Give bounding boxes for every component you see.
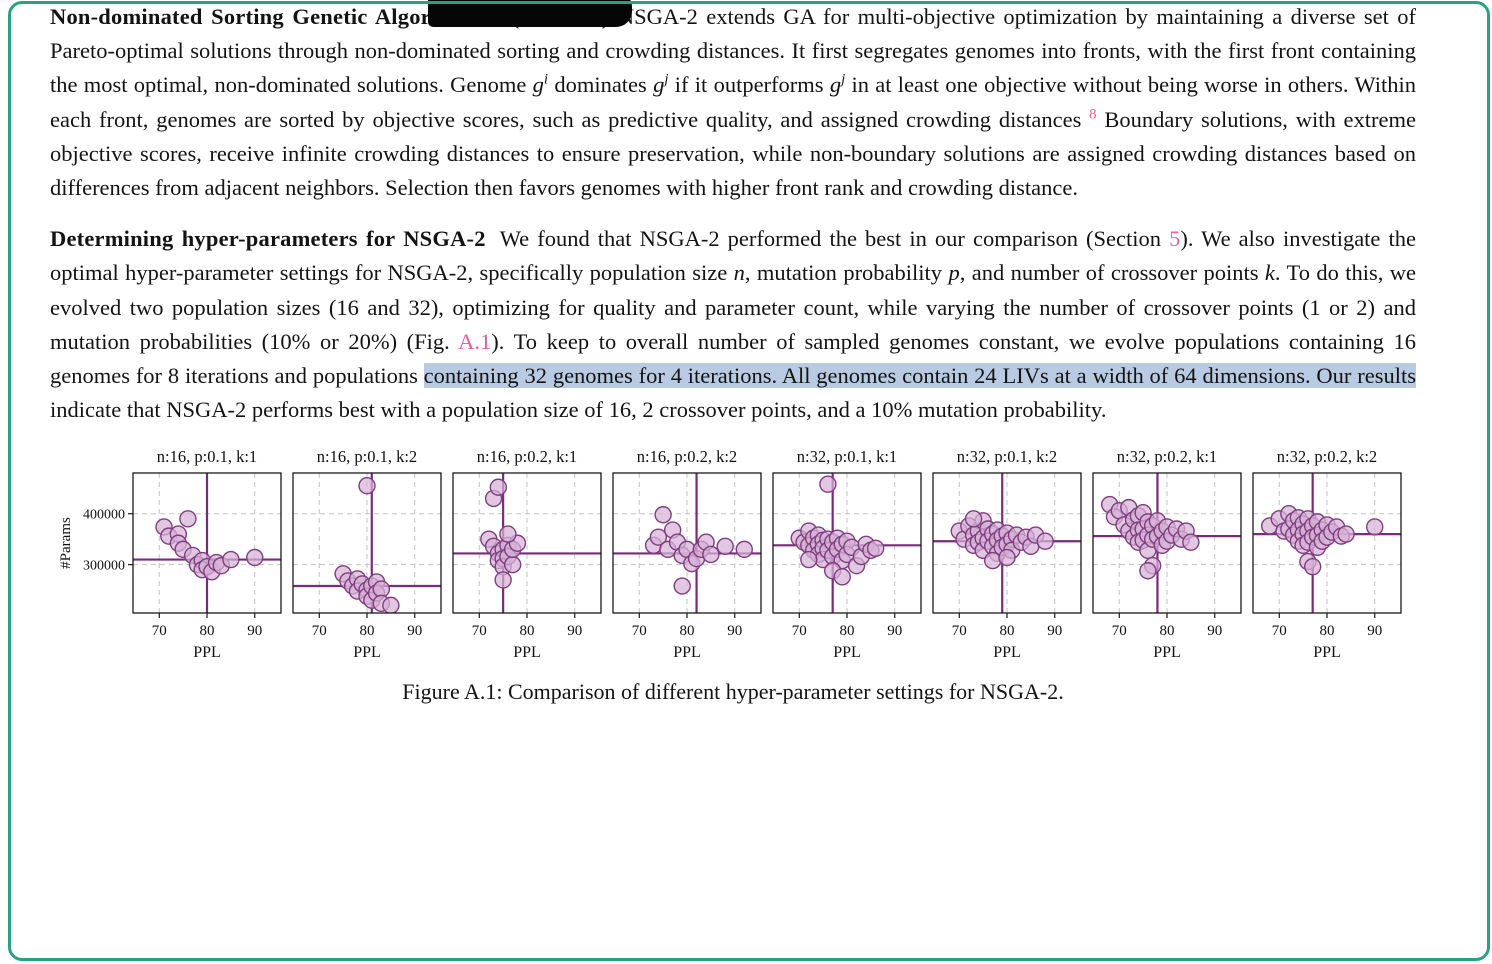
svg-text:70: 70 — [792, 623, 807, 639]
body-text: dominates — [548, 72, 654, 98]
svg-text:70: 70 — [472, 623, 487, 639]
run-in-heading-hyperparameters: Determining hyper-parameters for NSGA-2 — [50, 226, 486, 252]
svg-text:80: 80 — [1320, 623, 1335, 639]
svg-text:n:32, p:0.2, k:2: n:32, p:0.2, k:2 — [1277, 447, 1377, 466]
paragraph-nsga2-description: Non-dominated Sorting Genetic Algorithm … — [50, 0, 1416, 205]
svg-text:PPL: PPL — [993, 644, 1021, 661]
body-text: Boundary solutions, with extreme objecti… — [50, 106, 1416, 201]
svg-text:70: 70 — [152, 623, 167, 639]
body-text: , mutation probability — [744, 260, 949, 286]
page-content: Non-dominated Sorting Genetic Algorithm … — [50, 0, 1416, 705]
svg-text:PPL: PPL — [673, 644, 701, 661]
paragraph-hyperparameters: Determining hyper-parameters for NSGA-2 W… — [50, 222, 1416, 427]
scatter-subplot-4: 70 80 90 n:16, p:0.2, k:2 PPL — [612, 447, 762, 661]
svg-text:n:32, p:0.1, k:1: n:32, p:0.1, k:1 — [797, 447, 897, 466]
math-var-k: k — [1264, 260, 1275, 286]
body-text: , and number of crossover points — [959, 260, 1265, 286]
scatter-subplot-8: 70 80 90 n:32, p:0.2, k:2 PPL — [1252, 447, 1402, 661]
scatter-grid: 70 80 90 300000 400000 n:16, p:0.1, k:1 PPL #Pa… — [50, 447, 1416, 661]
math-var-n: n — [733, 260, 745, 286]
figure-caption: Figure A.1: Comparison of different hype… — [402, 679, 1064, 705]
svg-text:70: 70 — [312, 623, 327, 639]
svg-text:n:16, p:0.1, k:2: n:16, p:0.1, k:2 — [317, 447, 417, 466]
body-text: . To do this, we evolved two population … — [50, 260, 1416, 354]
svg-text:90: 90 — [887, 623, 902, 639]
math-superscript-j: j — [841, 71, 846, 88]
svg-text:70: 70 — [1112, 623, 1127, 639]
svg-text:90: 90 — [247, 623, 262, 639]
svg-text:80: 80 — [680, 623, 695, 639]
svg-text:PPL: PPL — [1153, 644, 1181, 661]
math-superscript-j: j — [664, 71, 669, 88]
body-text: ). We also investigate the optimal hyper… — [50, 226, 1416, 286]
svg-text:PPL: PPL — [833, 644, 861, 661]
svg-text:70: 70 — [632, 623, 647, 639]
redaction-bar: ithm II (NSGA-2) — [431, 4, 610, 29]
math-var-g: g — [653, 72, 665, 98]
svg-text:90: 90 — [407, 623, 422, 639]
section-ref-5[interactable]: 5 — [1169, 226, 1181, 252]
svg-text:80: 80 — [1160, 623, 1175, 639]
body-text: NSGA-2 extends GA for multi-objective op… — [50, 4, 1417, 98]
figure-a1: 70 80 90 300000 400000 n:16, p:0.1, k:1 PPL #Pa… — [50, 447, 1416, 705]
scatter-subplot-1: 70 80 90 300000 400000 n:16, p:0.1, k:1 PPL #Pa… — [59, 447, 282, 661]
scatter-subplot-2: 70 80 90 n:16, p:0.1, k:2 PPL — [292, 447, 442, 661]
heading-visible-text: Non-dominated Sorting Genetic Algor — [50, 4, 431, 29]
svg-text:90: 90 — [1207, 623, 1222, 639]
run-in-heading-nsga2: Non-dominated Sorting Genetic Algorithm … — [50, 4, 610, 29]
svg-text:80: 80 — [1000, 623, 1015, 639]
svg-text:80: 80 — [840, 623, 855, 639]
svg-text:90: 90 — [727, 623, 742, 639]
svg-text:90: 90 — [1047, 623, 1062, 639]
body-text: ). To keep to overall number of sampled … — [50, 328, 1416, 389]
svg-text:70: 70 — [1272, 623, 1287, 639]
math-superscript-i: i — [543, 71, 549, 88]
svg-text:#Params: #Params — [59, 517, 74, 569]
svg-text:70: 70 — [952, 623, 967, 639]
selection-highlight: containing 32 genomes for 4 iterations. … — [423, 363, 1416, 389]
svg-text:n:16, p:0.2, k:1: n:16, p:0.2, k:1 — [477, 447, 577, 466]
svg-text:90: 90 — [1367, 623, 1382, 639]
scatter-subplot-6: 70 80 90 n:32, p:0.1, k:2 PPL — [932, 447, 1082, 661]
scatter-subplot-5: 70 80 90 n:32, p:0.1, k:1 PPL — [772, 447, 922, 661]
math-var-g: g — [829, 72, 842, 98]
footnote-ref-8[interactable]: 8 — [1089, 106, 1097, 123]
math-var-p: p — [948, 260, 960, 286]
svg-text:PPL: PPL — [513, 644, 541, 661]
svg-text:PPL: PPL — [1313, 644, 1341, 661]
svg-text:n:16, p:0.1, k:1: n:16, p:0.1, k:1 — [157, 447, 257, 466]
svg-text:n:16, p:0.2, k:2: n:16, p:0.2, k:2 — [637, 447, 737, 466]
body-text: if it outperforms — [668, 72, 830, 98]
svg-text:n:32, p:0.2, k:1: n:32, p:0.2, k:1 — [1117, 447, 1217, 466]
svg-text:80: 80 — [200, 623, 215, 639]
figure-ref-a1[interactable]: A.1 — [458, 328, 492, 354]
svg-text:PPL: PPL — [193, 644, 221, 661]
svg-text:400000: 400000 — [83, 508, 125, 523]
svg-text:PPL: PPL — [353, 644, 381, 661]
svg-text:300000: 300000 — [83, 559, 125, 574]
body-text: indicate that NSGA-2 performs best with … — [50, 397, 1107, 423]
scatter-subplot-7: 70 80 90 n:32, p:0.2, k:1 PPL — [1092, 447, 1242, 661]
math-var-g: g — [532, 72, 544, 98]
svg-text:80: 80 — [520, 623, 535, 639]
svg-text:90: 90 — [567, 623, 582, 639]
svg-text:n:32, p:0.1, k:2: n:32, p:0.1, k:2 — [957, 447, 1057, 466]
body-text: We found that NSGA-2 performed the best … — [499, 226, 1170, 252]
body-text: in at least one objective without being … — [50, 72, 1417, 132]
scatter-subplot-3: 70 80 90 n:16, p:0.2, k:1 PPL — [452, 447, 602, 661]
svg-text:80: 80 — [360, 623, 375, 639]
redacted-text: ithm II (NSGA-2) — [430, 4, 610, 29]
